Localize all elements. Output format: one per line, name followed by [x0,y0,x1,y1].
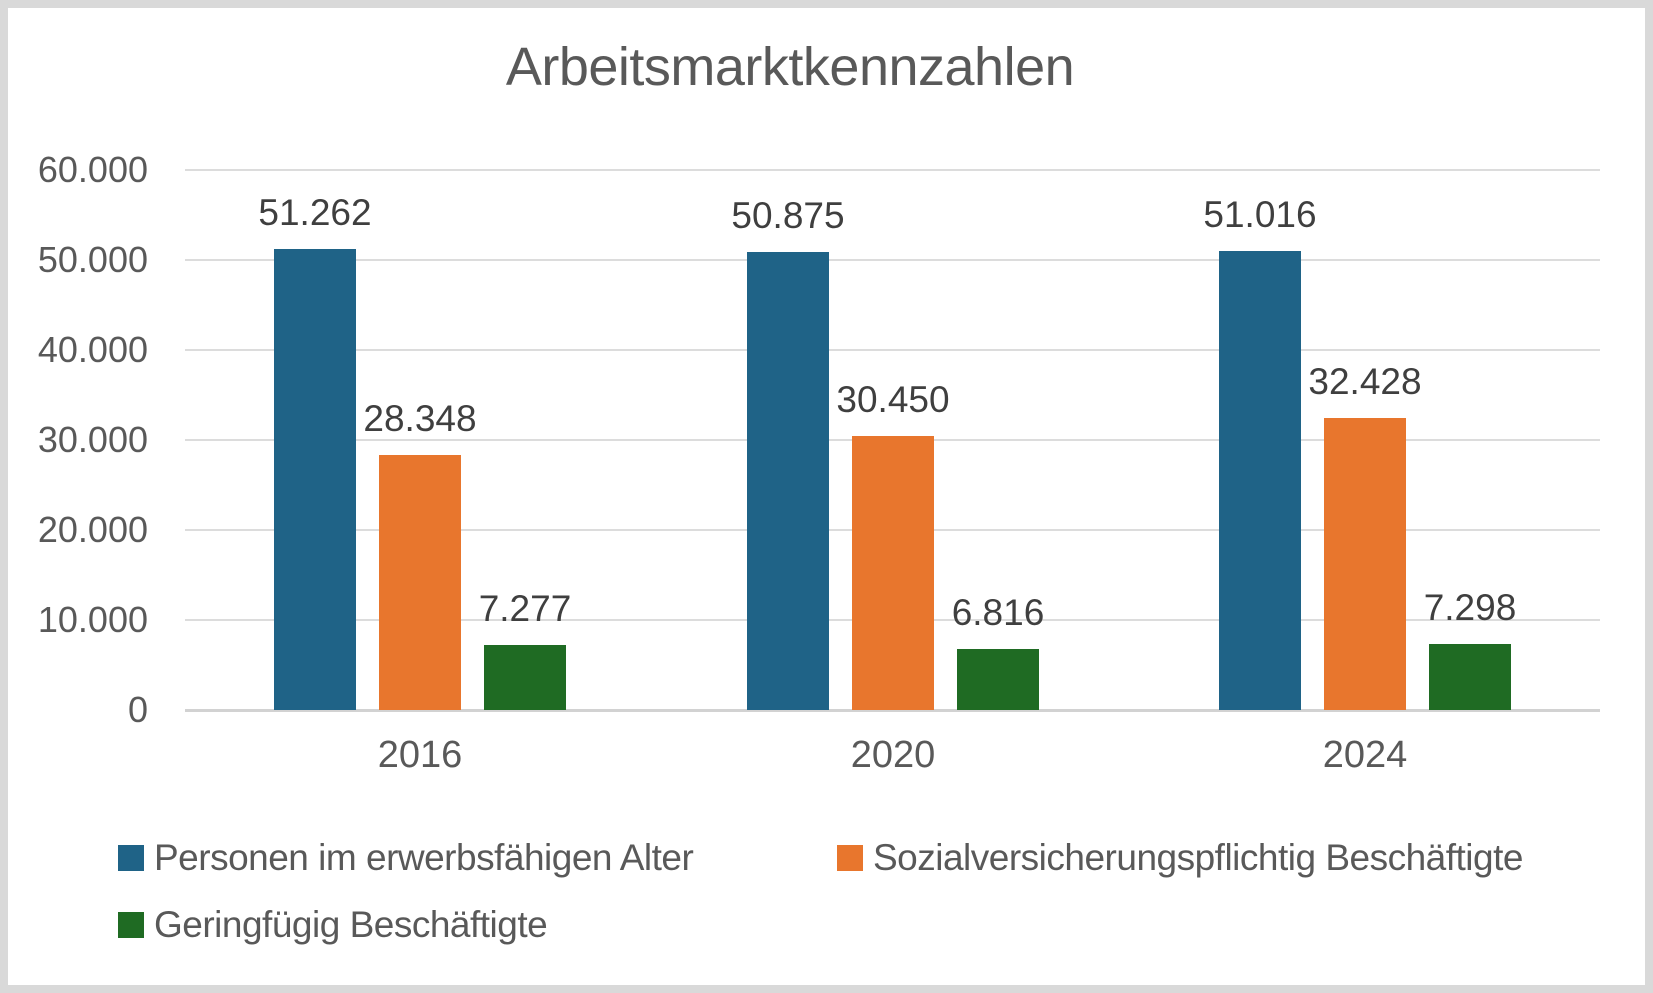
bar-series3-2016 [484,645,566,710]
chart-title: Arbeitsmarktkennzahlen [505,37,1075,97]
bar-series3-2020 [957,649,1039,710]
y-gridline [185,259,1600,261]
bar-series3-2024 [1429,644,1511,710]
bar-series1-2020 [747,252,829,710]
data-label: 30.450 [836,379,950,420]
y-axis-tick-label: 40.000 [37,329,148,370]
legend-label: Sozialversicherungspflichtig Beschäftigt… [873,837,1523,878]
data-label: 28.348 [363,398,477,439]
data-label: 32.428 [1308,361,1422,402]
data-label: 6.816 [951,592,1045,633]
y-axis-tick-label: 10.000 [37,599,148,640]
x-axis-category-label: 2016 [377,734,463,776]
legend-color-swatch [837,845,863,871]
legend-item: Sozialversicherungspflichtig Beschäftigt… [837,837,1523,878]
legend-label: Geringfügig Beschäftigte [154,904,548,945]
y-gridline [185,169,1600,171]
x-axis-category-label: 2020 [850,734,936,776]
x-axis-category-label: 2024 [1322,734,1408,776]
y-axis-tick-label: 0 [127,689,148,730]
legend-color-swatch [118,845,144,871]
y-axis-tick-label: 60.000 [37,149,148,190]
data-label: 51.262 [258,192,372,233]
data-label: 50.875 [731,195,845,236]
bar-series1-2016 [274,249,356,710]
bar-series2-2024 [1324,418,1406,710]
bar-series2-2016 [379,455,461,710]
bar-series1-2024 [1219,251,1301,710]
y-axis-tick-label: 30.000 [37,419,148,460]
data-label: 51.016 [1203,194,1317,235]
legend-color-swatch [118,912,144,938]
legend-label: Personen im erwerbsfähigen Alter [154,837,694,878]
y-gridline [185,349,1600,351]
bar-series2-2020 [852,436,934,710]
data-label: 7.277 [478,588,572,629]
y-axis-tick-label: 20.000 [37,509,148,550]
x-axis-line [185,709,1600,712]
legend-item: Geringfügig Beschäftigte [118,904,548,945]
y-axis-tick-label: 50.000 [37,239,148,280]
data-label: 7.298 [1423,587,1517,628]
legend-item: Personen im erwerbsfähigen Alter [118,837,694,878]
